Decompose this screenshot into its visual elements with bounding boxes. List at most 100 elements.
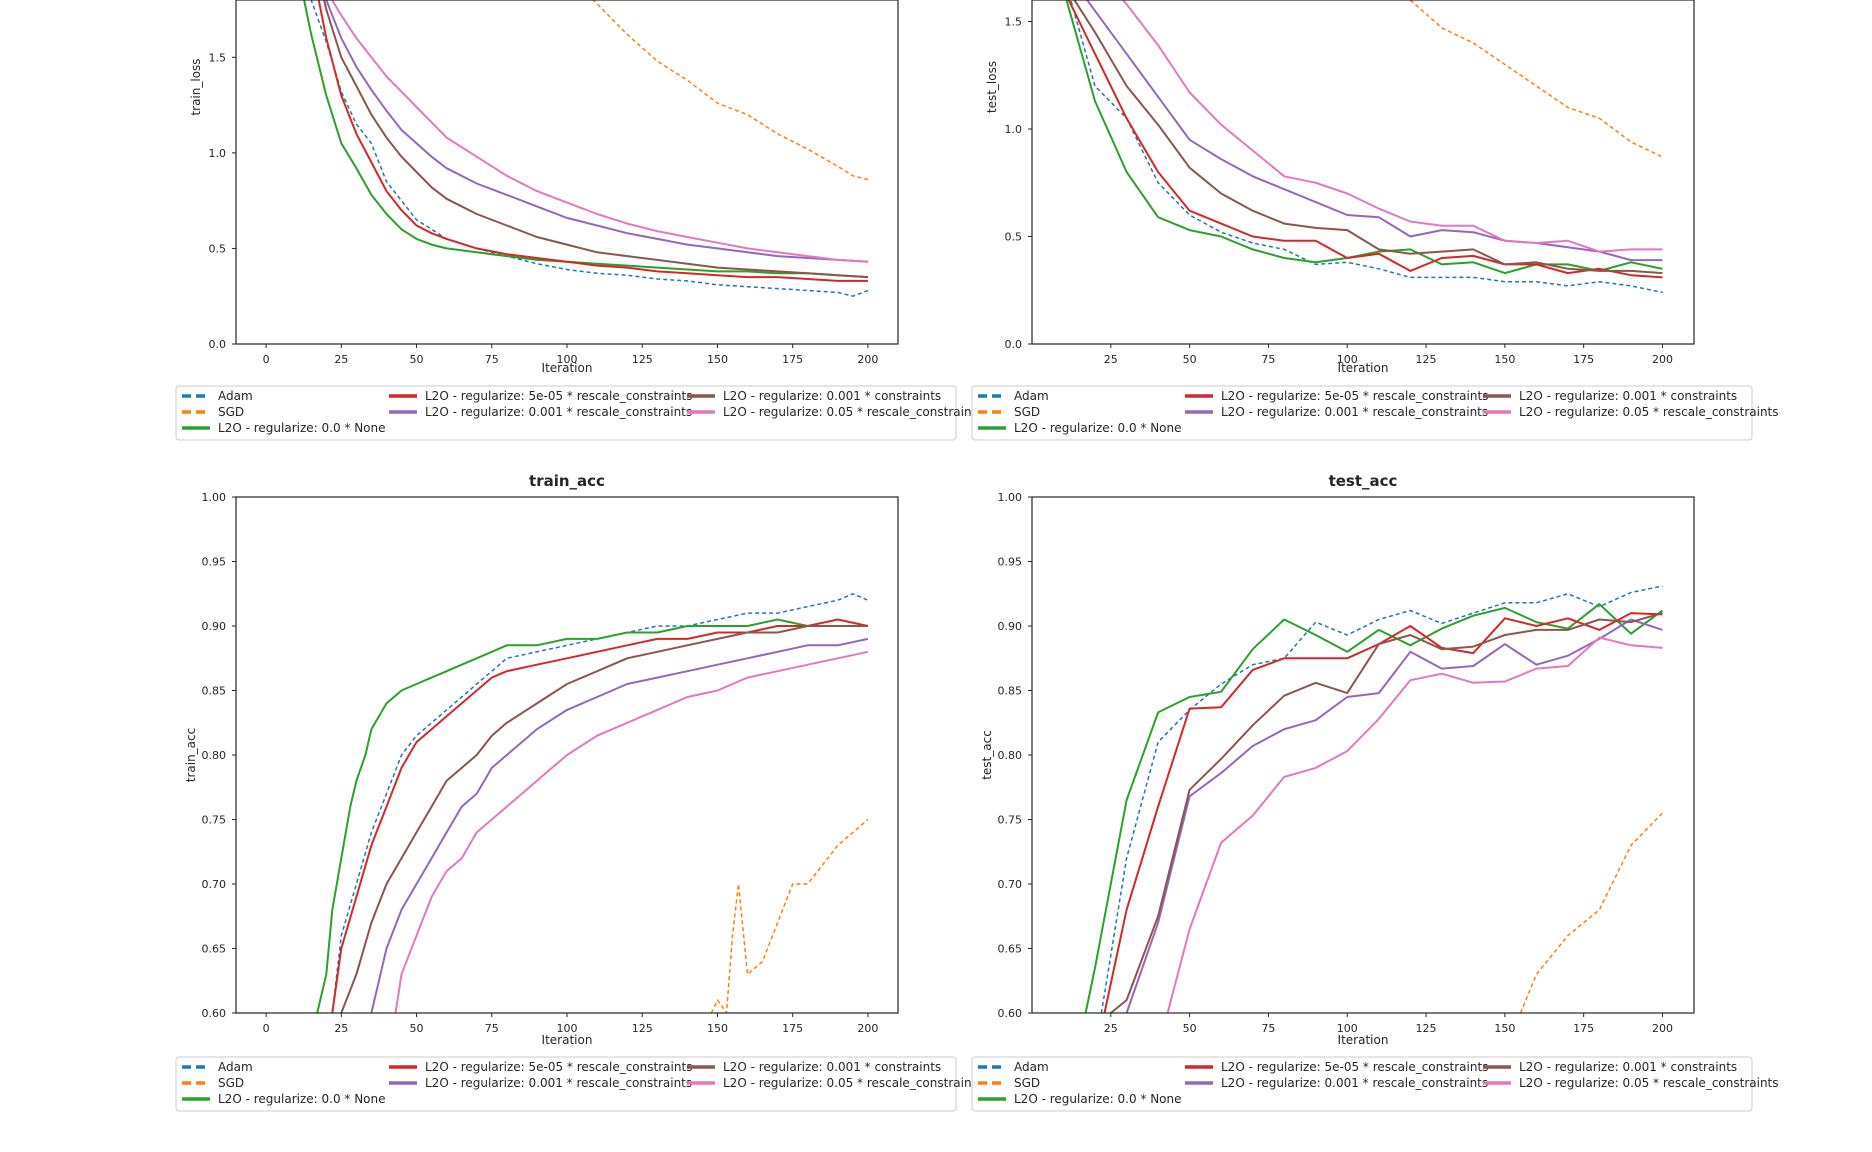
y-tick-label: 0.5 — [209, 242, 227, 255]
x-tick-label: 175 — [1573, 1022, 1594, 1035]
y-tick-label: 0.80 — [998, 749, 1023, 762]
series-line-adam — [331, 593, 869, 1013]
plot-frame — [235, 0, 899, 345]
series-line-l2o-regularize-0-05-rescale-constraints — [394, 650, 869, 1013]
y-tick-label: 0.75 — [202, 814, 227, 827]
legend-label: L2O - regularize: 0.0 * None — [218, 1092, 386, 1106]
legend-frame — [175, 385, 957, 441]
y-axis-label: train_loss — [189, 58, 203, 115]
series-line-l2o-regularize-0-0-none — [1065, 0, 1663, 275]
x-tick-label: 75 — [485, 1022, 499, 1035]
x-tick-label: 75 — [485, 353, 499, 366]
x-tick-label: 75 — [1261, 1022, 1275, 1035]
x-tick-label: 200 — [857, 353, 878, 366]
y-axis-label: test_loss — [985, 61, 999, 113]
legend-label: L2O - regularize: 0.001 * rescale_constr… — [425, 1076, 692, 1090]
x-tick-label: 150 — [1494, 1022, 1515, 1035]
legend-label: SGD — [218, 405, 244, 419]
legend-label: SGD — [1014, 405, 1040, 419]
series-line-adam — [1069, 0, 1663, 294]
y-tick-label: 0.70 — [998, 878, 1023, 891]
chart-panel-test_loss: 25 50 75 100 125 150 175 200 0.0 0.5 1.0 1.5 Iterati… — [971, 0, 1779, 441]
x-tick-label: 125 — [632, 1022, 653, 1035]
legend-label: Adam — [1014, 1060, 1049, 1074]
x-tick-label: 25 — [1104, 1022, 1118, 1035]
x-tick-label: 100 — [1337, 353, 1358, 366]
y-tick-label: 0.60 — [202, 1007, 227, 1020]
y-axis-label: train_acc — [184, 728, 198, 782]
chart-title: train_acc — [529, 472, 605, 490]
series-line-l2o-regularize-0-001-constraints — [1110, 612, 1663, 1013]
x-tick-label: 200 — [1652, 1022, 1673, 1035]
series-line-l2o-regularize-0-001-rescale-constraints — [1085, 0, 1663, 262]
x-tick-label: 50 — [1183, 353, 1197, 366]
chart-panel-test_acc: 25 50 75 100 125 150 175 200 0.60 0.65 0.70 0.75 0.8… — [971, 472, 1779, 1112]
legend: Adam SGD L2O - regularize: 0.0 * None L2O -… — [971, 385, 1779, 441]
x-axis-label: Iteration — [542, 1033, 593, 1047]
x-tick-label: 125 — [1416, 353, 1437, 366]
y-tick-label: 0.65 — [202, 943, 227, 956]
series-line-sgd — [592, 0, 869, 181]
series-line-adam — [310, 0, 869, 297]
series-line-l2o-regularize-0-0-none — [316, 618, 868, 1013]
legend-label: L2O - regularize: 0.0 * None — [1014, 421, 1182, 435]
legend-label: L2O - regularize: 0.05 * rescale_constra… — [723, 1076, 983, 1090]
y-tick-label: 0.85 — [202, 685, 227, 698]
y-tick-label: 0.60 — [998, 1007, 1023, 1020]
legend: Adam SGD L2O - regularize: 0.0 * None L2O -… — [175, 385, 983, 441]
legend-frame — [971, 385, 1753, 441]
y-tick-label: 0.75 — [998, 814, 1023, 827]
y-tick-label: 0.0 — [1005, 338, 1023, 351]
series-line-l2o-regularize-0-001-constraints — [340, 625, 868, 1013]
y-tick-label: 0.95 — [998, 556, 1023, 569]
legend-label: L2O - regularize: 0.001 * rescale_constr… — [1221, 1076, 1488, 1090]
series-line-l2o-regularize-0-001-rescale-constraints — [1125, 618, 1663, 1013]
series-line-sgd — [710, 818, 869, 1013]
legend-label: L2O - regularize: 0.001 * constraints — [723, 1060, 941, 1074]
legend-frame — [971, 1056, 1753, 1112]
y-tick-label: 1.0 — [209, 147, 227, 160]
x-tick-label: 75 — [1261, 353, 1275, 366]
y-tick-label: 0.70 — [202, 878, 227, 891]
series-group — [1065, 0, 1663, 294]
x-tick-label: 200 — [1652, 353, 1673, 366]
x-axis-label: Iteration — [542, 361, 593, 375]
x-tick-label: 150 — [707, 353, 728, 366]
x-tick-label: 150 — [1494, 353, 1515, 366]
series-line-l2o-regularize-0-05-rescale-constraints — [1166, 636, 1663, 1013]
chart-panel-train_loss: 0 25 50 75 100 125 150 175 200 0.0 0.5 1.0 1.5 Iterat… — [175, 0, 983, 441]
legend-label: L2O - regularize: 0.05 * rescale_constra… — [1519, 1076, 1779, 1090]
legend: Adam SGD L2O - regularize: 0.0 * None L2O -… — [175, 1056, 983, 1112]
plot-frame — [1031, 0, 1695, 345]
x-tick-label: 200 — [857, 1022, 878, 1035]
y-tick-label: 0.5 — [1005, 231, 1023, 244]
legend-label: L2O - regularize: 5e-05 * rescale_constr… — [425, 389, 692, 403]
legend-label: L2O - regularize: 0.0 * None — [1014, 1092, 1182, 1106]
x-tick-label: 0 — [263, 1022, 270, 1035]
y-tick-label: 1.00 — [202, 491, 227, 504]
series-line-l2o-regularize-0-0-none — [303, 0, 868, 279]
legend-label: L2O - regularize: 5e-05 * rescale_constr… — [425, 1060, 692, 1074]
y-tick-label: 1.00 — [998, 491, 1023, 504]
y-tick-label: 0.80 — [202, 749, 227, 762]
legend-label: Adam — [218, 389, 253, 403]
chart-title: test_acc — [1329, 472, 1398, 490]
legend-label: L2O - regularize: 0.001 * rescale_constr… — [1221, 405, 1488, 419]
x-tick-label: 100 — [557, 353, 578, 366]
x-tick-label: 100 — [1337, 1022, 1358, 1035]
series-line-l2o-regularize-5e-05-rescale-constraints — [331, 618, 869, 1013]
series-line-l2o-regularize-0-05-rescale-constraints — [330, 0, 868, 263]
x-axis-label: Iteration — [1338, 361, 1389, 375]
series-line-sgd — [1519, 812, 1664, 1013]
legend: Adam SGD L2O - regularize: 0.0 * None L2O -… — [971, 1056, 1779, 1112]
series-group — [303, 0, 869, 297]
x-tick-label: 50 — [410, 1022, 424, 1035]
legend-label: L2O - regularize: 0.05 * rescale_constra… — [1519, 405, 1779, 419]
legend-label: L2O - regularize: 0.0 * None — [218, 421, 386, 435]
y-tick-label: 0.0 — [209, 338, 227, 351]
x-tick-label: 150 — [707, 1022, 728, 1035]
y-tick-label: 1.5 — [209, 51, 227, 64]
series-line-l2o-regularize-0-05-rescale-constraints — [1121, 0, 1663, 253]
series-line-l2o-regularize-0-001-rescale-constraints — [370, 637, 869, 1013]
